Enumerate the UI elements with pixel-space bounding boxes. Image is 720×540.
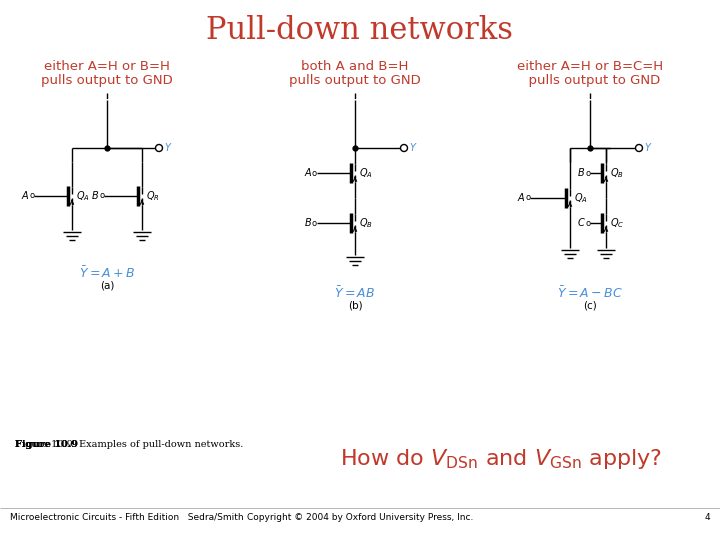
- Text: Pull-down networks: Pull-down networks: [207, 15, 513, 46]
- Text: o: o: [99, 192, 104, 200]
- Text: Figure 10.9: Figure 10.9: [15, 440, 78, 449]
- Text: either A=H or B=C=H: either A=H or B=C=H: [517, 60, 663, 73]
- Text: o: o: [585, 168, 590, 178]
- Text: A: A: [305, 168, 312, 178]
- Text: o: o: [29, 192, 34, 200]
- Text: (b): (b): [348, 300, 362, 310]
- Text: C: C: [578, 218, 585, 228]
- Text: B: B: [305, 218, 312, 228]
- Text: o: o: [525, 193, 530, 202]
- Text: How do $V_{\mathregular{DSn}}$ and $V_{\mathregular{GSn}}$ apply?: How do $V_{\mathregular{DSn}}$ and $V_{\…: [340, 447, 662, 471]
- Text: either A=H or B=H: either A=H or B=H: [44, 60, 170, 73]
- Text: $\bar{Y} = A + B$: $\bar{Y} = A + B$: [78, 265, 135, 280]
- Text: Y: Y: [644, 143, 650, 153]
- Text: pulls output to GND: pulls output to GND: [289, 74, 421, 87]
- Text: (a): (a): [100, 280, 114, 290]
- Text: Figure 10.9: Figure 10.9: [15, 440, 78, 449]
- Text: Y: Y: [409, 143, 415, 153]
- Text: o: o: [585, 219, 590, 227]
- Text: $Q_B$: $Q_B$: [359, 216, 373, 230]
- Text: Figure 10.9  Examples of pull-down networks.: Figure 10.9 Examples of pull-down networ…: [15, 440, 243, 449]
- Text: both A and B=H: both A and B=H: [301, 60, 409, 73]
- Text: B: B: [92, 191, 99, 201]
- Text: $Q_A$: $Q_A$: [359, 166, 373, 180]
- Text: $Q_B$: $Q_B$: [610, 166, 624, 180]
- Text: o: o: [312, 219, 317, 227]
- Text: $Q_A$: $Q_A$: [76, 189, 90, 203]
- Text: Y: Y: [164, 143, 170, 153]
- Text: $\bar{Y} = AB$: $\bar{Y} = AB$: [334, 285, 376, 301]
- Text: B: B: [578, 168, 585, 178]
- Text: $\bar{Y} = A - BC$: $\bar{Y} = A - BC$: [557, 285, 623, 301]
- Text: A: A: [518, 193, 525, 203]
- Text: Copyright © 2004 by Oxford University Press, Inc.: Copyright © 2004 by Oxford University Pr…: [247, 513, 473, 522]
- Text: pulls output to GND: pulls output to GND: [41, 74, 173, 87]
- Text: (c): (c): [583, 300, 597, 310]
- Text: A: A: [22, 191, 29, 201]
- Text: $Q_A$: $Q_A$: [574, 191, 588, 205]
- Text: Microelectronic Circuits - Fifth Edition   Sedra/Smith: Microelectronic Circuits - Fifth Edition…: [10, 513, 243, 522]
- Text: 4: 4: [704, 513, 710, 522]
- Text: o: o: [312, 168, 317, 178]
- Text: $Q_R$: $Q_R$: [146, 189, 160, 203]
- Text: pulls output to GND: pulls output to GND: [520, 74, 660, 87]
- Text: $Q_C$: $Q_C$: [610, 216, 624, 230]
